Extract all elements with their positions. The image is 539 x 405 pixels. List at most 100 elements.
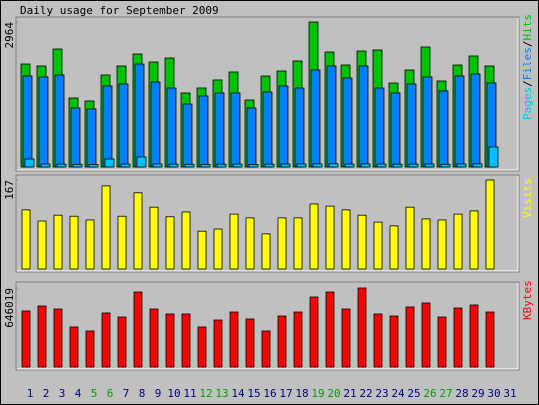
bar — [88, 164, 99, 168]
bar — [165, 313, 175, 368]
bar — [261, 330, 271, 368]
bar — [133, 192, 143, 270]
x-tick-label: 7 — [123, 387, 130, 400]
x-tick-label: 9 — [155, 387, 162, 400]
bar — [101, 185, 111, 270]
bar — [405, 206, 415, 270]
x-tick-label: 25 — [407, 387, 420, 400]
bar — [341, 209, 351, 270]
bar — [149, 308, 159, 368]
bar — [421, 218, 431, 270]
bar — [166, 87, 177, 168]
bar — [424, 163, 435, 168]
bar — [437, 219, 447, 270]
x-tick-label: 30 — [487, 387, 500, 400]
legend-entry: Pages — [521, 87, 534, 120]
legend: Pages/Files/Hits — [521, 14, 534, 120]
bar — [248, 164, 259, 168]
bar — [406, 83, 417, 168]
legend-entry: Visits — [521, 178, 534, 218]
bar — [408, 163, 419, 168]
bar — [104, 158, 115, 168]
bar — [309, 203, 319, 270]
bar — [168, 163, 179, 168]
bar — [21, 209, 31, 270]
bar — [102, 85, 113, 168]
bar — [277, 315, 287, 368]
bar — [197, 326, 207, 368]
bar — [376, 163, 387, 168]
x-tick-label: 29 — [471, 387, 484, 400]
bar — [293, 311, 303, 368]
chart-title: Daily usage for September 2009 — [20, 4, 219, 17]
bar — [69, 215, 79, 270]
bar — [296, 163, 307, 168]
bar — [357, 287, 367, 368]
bar — [470, 73, 481, 168]
bar — [101, 312, 111, 368]
bar — [373, 313, 383, 368]
bar — [246, 107, 257, 168]
x-tick-label: 21 — [343, 387, 356, 400]
bar — [69, 326, 79, 368]
legend-separator: / — [521, 80, 534, 87]
x-tick-label: 6 — [107, 387, 114, 400]
bar — [454, 75, 465, 168]
x-tick-label: 16 — [263, 387, 276, 400]
bar — [310, 69, 321, 168]
x-tick-label: 3 — [59, 387, 66, 400]
bar — [485, 179, 495, 270]
bar — [152, 163, 163, 168]
legend: Visits — [521, 178, 534, 218]
bar — [232, 163, 243, 168]
bar — [358, 65, 369, 168]
bar — [264, 163, 275, 168]
bar — [229, 213, 239, 270]
bar — [453, 307, 463, 368]
bar — [117, 215, 127, 270]
bar — [245, 217, 255, 270]
bar — [54, 74, 65, 168]
bar — [472, 163, 483, 168]
bar — [85, 330, 95, 368]
bar — [277, 217, 287, 270]
y-tick-label: 2964 — [3, 22, 16, 49]
x-tick-label: 17 — [279, 387, 292, 400]
legend-separator: / — [521, 41, 534, 48]
bar — [485, 311, 495, 368]
bar — [56, 163, 67, 168]
bar — [280, 163, 291, 168]
x-tick-label: 5 — [91, 387, 98, 400]
x-tick-label: 8 — [139, 387, 146, 400]
x-tick-label: 1 — [27, 387, 34, 400]
bar — [214, 92, 225, 168]
bar — [181, 211, 191, 270]
bar — [261, 233, 271, 270]
bar — [312, 163, 323, 168]
bar — [360, 163, 371, 168]
x-tick-label: 13 — [215, 387, 228, 400]
x-tick-label: 15 — [247, 387, 260, 400]
bar — [21, 310, 31, 368]
bar — [344, 163, 355, 168]
bar — [200, 163, 211, 168]
bar — [133, 291, 143, 368]
bar — [456, 163, 467, 168]
bar — [38, 76, 49, 168]
bar — [230, 92, 241, 168]
bar — [357, 214, 367, 270]
x-tick-label: 27 — [439, 387, 452, 400]
x-tick-label: 19 — [311, 387, 324, 400]
bar — [326, 65, 337, 168]
bar — [198, 95, 209, 168]
bar — [422, 76, 433, 168]
bar — [440, 163, 451, 168]
bar — [373, 221, 383, 270]
bar — [181, 313, 191, 368]
bar — [328, 163, 339, 168]
bar — [37, 305, 47, 368]
x-tick-label: 4 — [75, 387, 82, 400]
x-tick-label: 12 — [199, 387, 212, 400]
bar — [453, 213, 463, 270]
bar — [469, 210, 479, 270]
